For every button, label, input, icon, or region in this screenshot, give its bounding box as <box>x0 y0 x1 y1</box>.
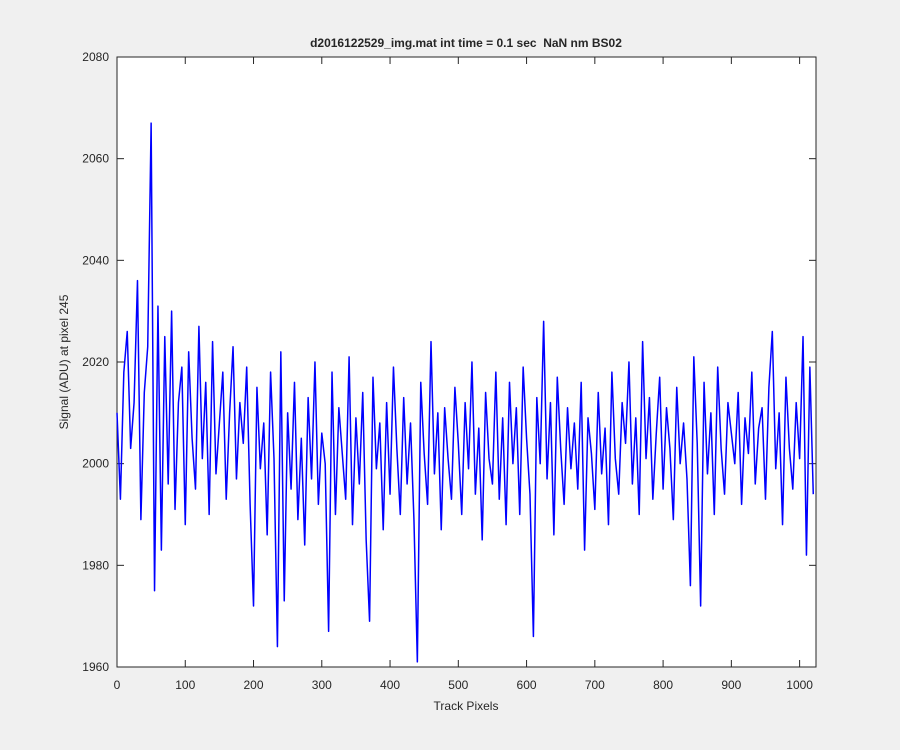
x-tick-label: 500 <box>448 678 468 692</box>
signal-line <box>116 122 815 663</box>
y-axis-label: Signal (ADU) at pixel 245 <box>57 294 71 429</box>
y-tick-label: 2040 <box>82 253 109 267</box>
y-tick-label: 2080 <box>82 50 109 64</box>
x-axis-label: Track Pixels <box>434 699 499 713</box>
x-tick-label: 100 <box>175 678 195 692</box>
x-tick-label: 300 <box>312 678 332 692</box>
y-tick-label: 1960 <box>82 660 109 674</box>
x-tick-label: 900 <box>721 678 741 692</box>
y-tick-label: 2060 <box>82 152 109 166</box>
x-tick-label: 400 <box>380 678 400 692</box>
y-tick-label: 1980 <box>82 558 109 572</box>
x-tick-label: 800 <box>653 678 673 692</box>
x-tick-label: 200 <box>244 678 264 692</box>
y-tick-label: 2000 <box>82 457 109 471</box>
y-tick-label: 2020 <box>82 355 109 369</box>
chart-title: d2016122529_img.mat int time = 0.1 sec N… <box>310 36 622 50</box>
x-tick-label: 0 <box>114 678 121 692</box>
x-tick-label: 700 <box>585 678 605 692</box>
plot-area <box>116 56 817 668</box>
x-tick-label: 1000 <box>786 678 813 692</box>
x-tick-label: 600 <box>517 678 537 692</box>
